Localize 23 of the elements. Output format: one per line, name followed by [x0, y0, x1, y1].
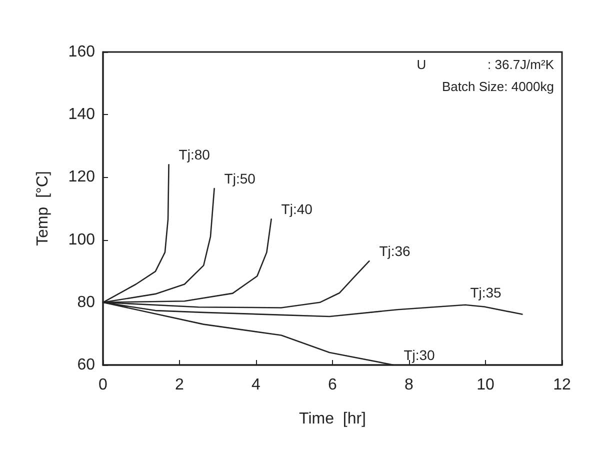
x-tick-label: 4 — [252, 376, 261, 394]
y-axis-title: Temp [°C] — [34, 171, 52, 246]
x-tick-label: 8 — [404, 376, 414, 394]
x-tick-label: 6 — [328, 376, 338, 394]
series-label: Tj:50 — [224, 170, 256, 186]
x-axis-title: Time [hr] — [299, 410, 366, 428]
y-tick-label: 60 — [77, 356, 96, 374]
series-label: Tj:36 — [379, 243, 411, 260]
x-tick-label: 2 — [175, 376, 184, 394]
annotation: Batch Size: 4000kg — [442, 79, 554, 94]
x-tick-label: 0 — [98, 376, 108, 394]
series-label: Tj:80 — [178, 146, 210, 163]
y-tick-label: 140 — [68, 106, 96, 124]
y-tick-label: 100 — [68, 231, 96, 248]
series-label: Tj:30 — [404, 347, 436, 363]
y-tick-label: 160 — [68, 44, 96, 60]
y-tick-label: 120 — [68, 168, 96, 186]
series-label: Tj:35 — [470, 284, 502, 300]
y-tick-label: 80 — [77, 294, 96, 311]
x-tick-label: 10 — [476, 376, 494, 394]
series-label: Tj:40 — [281, 201, 313, 218]
annotation: U : 36.7J/m²K — [416, 57, 554, 72]
x-tick-label: 12 — [553, 376, 571, 394]
